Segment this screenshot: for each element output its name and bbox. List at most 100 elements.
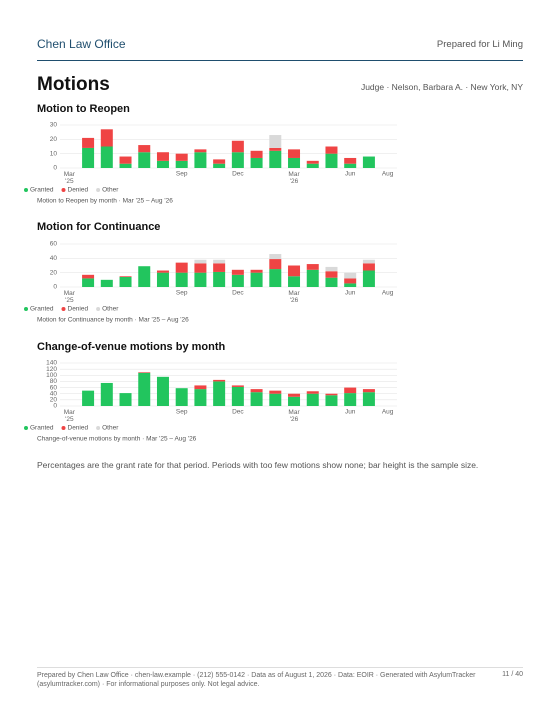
bar-segment bbox=[344, 278, 357, 284]
x-tick-label: Dec bbox=[232, 171, 244, 178]
bar-segment bbox=[344, 157, 357, 164]
bar-segment bbox=[231, 269, 244, 275]
bar-segment bbox=[325, 393, 338, 396]
bar-segment bbox=[119, 276, 132, 287]
bar-segment bbox=[119, 163, 132, 168]
bar-segment bbox=[344, 283, 357, 287]
bar-segment bbox=[250, 272, 263, 287]
x-tick-label: Aug bbox=[382, 171, 394, 178]
y-tick-label: 60 bbox=[50, 241, 58, 248]
x-tick-label: Sep bbox=[176, 171, 188, 178]
bar-segment bbox=[175, 262, 188, 273]
bar-segment bbox=[288, 157, 301, 168]
chart: 0 20 40 60 Mar '25 Sep Dec Mar '26 Jun Aug Granted De… bbox=[24, 241, 397, 324]
y-tick-label: 30 bbox=[50, 122, 58, 129]
x-tick-label: Mar '25 bbox=[64, 409, 76, 423]
bar-segment bbox=[344, 387, 357, 394]
legend-swatch bbox=[96, 188, 101, 192]
bar-segment bbox=[213, 259, 226, 264]
x-tick-label: Aug bbox=[382, 290, 394, 297]
bar-segment bbox=[213, 159, 226, 164]
x-tick-label: Sep bbox=[176, 290, 188, 297]
x-tick-label: Dec bbox=[232, 290, 244, 297]
bar-segment bbox=[325, 146, 338, 154]
y-tick-label: 40 bbox=[50, 390, 58, 397]
x-tick-label: Mar '26 bbox=[288, 409, 300, 423]
legend-swatch bbox=[61, 188, 66, 192]
bar-segment bbox=[156, 272, 169, 287]
bar-segment bbox=[306, 391, 319, 394]
x-tick-label: Mar '26 bbox=[288, 171, 300, 185]
bar-segment bbox=[82, 274, 95, 279]
page-title: Motions bbox=[37, 74, 110, 95]
bar-segment bbox=[269, 135, 282, 148]
bar-segment bbox=[269, 147, 282, 151]
bar-segment bbox=[306, 264, 319, 270]
bar-segment bbox=[269, 259, 282, 270]
x-tick-label: Mar '25 bbox=[64, 290, 76, 304]
bar-segment bbox=[175, 272, 188, 287]
legend-label: Other bbox=[102, 187, 119, 194]
bar-segment bbox=[269, 150, 282, 168]
legend-swatch bbox=[24, 307, 28, 311]
legend-swatch bbox=[61, 426, 66, 430]
x-tick-label: Jun bbox=[345, 290, 356, 297]
y-tick-label: 20 bbox=[50, 397, 58, 404]
y-tick-label: 80 bbox=[50, 378, 58, 385]
legend-label: Granted bbox=[30, 425, 54, 432]
bar-segment bbox=[362, 259, 375, 264]
bar-segment bbox=[269, 390, 282, 394]
page-number: 11 / 40 bbox=[502, 671, 523, 678]
bar-segment bbox=[156, 376, 169, 406]
bar-segment bbox=[82, 390, 95, 406]
bar-segment bbox=[362, 263, 375, 271]
bar-segment bbox=[231, 386, 244, 406]
bar-segment bbox=[138, 372, 151, 406]
bar-segment bbox=[325, 271, 338, 278]
x-tick-label: Mar '25 bbox=[64, 171, 76, 185]
bar-segment bbox=[325, 395, 338, 406]
page-context: Judge · Nelson, Barbara A. · New York, N… bbox=[360, 82, 523, 92]
bar-segment bbox=[213, 381, 226, 406]
footer-rule bbox=[37, 667, 523, 668]
bar-segment bbox=[250, 392, 263, 406]
prepared-for: Prepared for Li Ming bbox=[436, 39, 523, 50]
bar-segment bbox=[269, 269, 282, 287]
bar-segment bbox=[288, 393, 301, 397]
bar-segment bbox=[194, 389, 207, 406]
bar-segment bbox=[213, 263, 226, 272]
bar-segment bbox=[82, 137, 95, 148]
legend-label: Other bbox=[102, 425, 119, 432]
legend-label: Denied bbox=[68, 187, 89, 194]
y-tick-label: 100 bbox=[46, 372, 57, 379]
bar-segment bbox=[288, 149, 301, 158]
x-tick-label: Jun bbox=[345, 171, 356, 178]
bar-segment bbox=[362, 389, 375, 393]
x-tick-label: Sep bbox=[176, 409, 188, 416]
bar-segment bbox=[250, 389, 263, 393]
bar-segment bbox=[344, 272, 357, 279]
bar-segment bbox=[362, 392, 375, 406]
bar-segment bbox=[119, 393, 132, 406]
legend-label: Granted bbox=[30, 187, 54, 194]
bar-segment bbox=[194, 272, 207, 287]
legend-label: Granted bbox=[30, 306, 54, 313]
bar-segment bbox=[194, 152, 207, 168]
bar-segment bbox=[231, 152, 244, 168]
legend-swatch bbox=[96, 307, 101, 311]
bar-segment bbox=[344, 393, 357, 406]
bar-segment bbox=[138, 372, 151, 373]
chart: 0 10 20 30 Mar '25 Sep Dec Mar '26 Jun Aug Granted De… bbox=[24, 122, 397, 205]
x-tick-label: Aug bbox=[382, 409, 394, 416]
bar-segment bbox=[250, 157, 263, 168]
x-tick-label: Dec bbox=[232, 409, 244, 416]
bar-segment bbox=[306, 393, 319, 406]
footer-text: Prepared by Chen Law Office · chen-law.e… bbox=[37, 672, 476, 688]
bar-segment bbox=[82, 278, 95, 287]
legend-swatch bbox=[24, 426, 28, 430]
bar-segment bbox=[213, 379, 226, 382]
bar-segment bbox=[175, 160, 188, 168]
bar-segment bbox=[213, 163, 226, 168]
bar-segment bbox=[306, 269, 319, 287]
